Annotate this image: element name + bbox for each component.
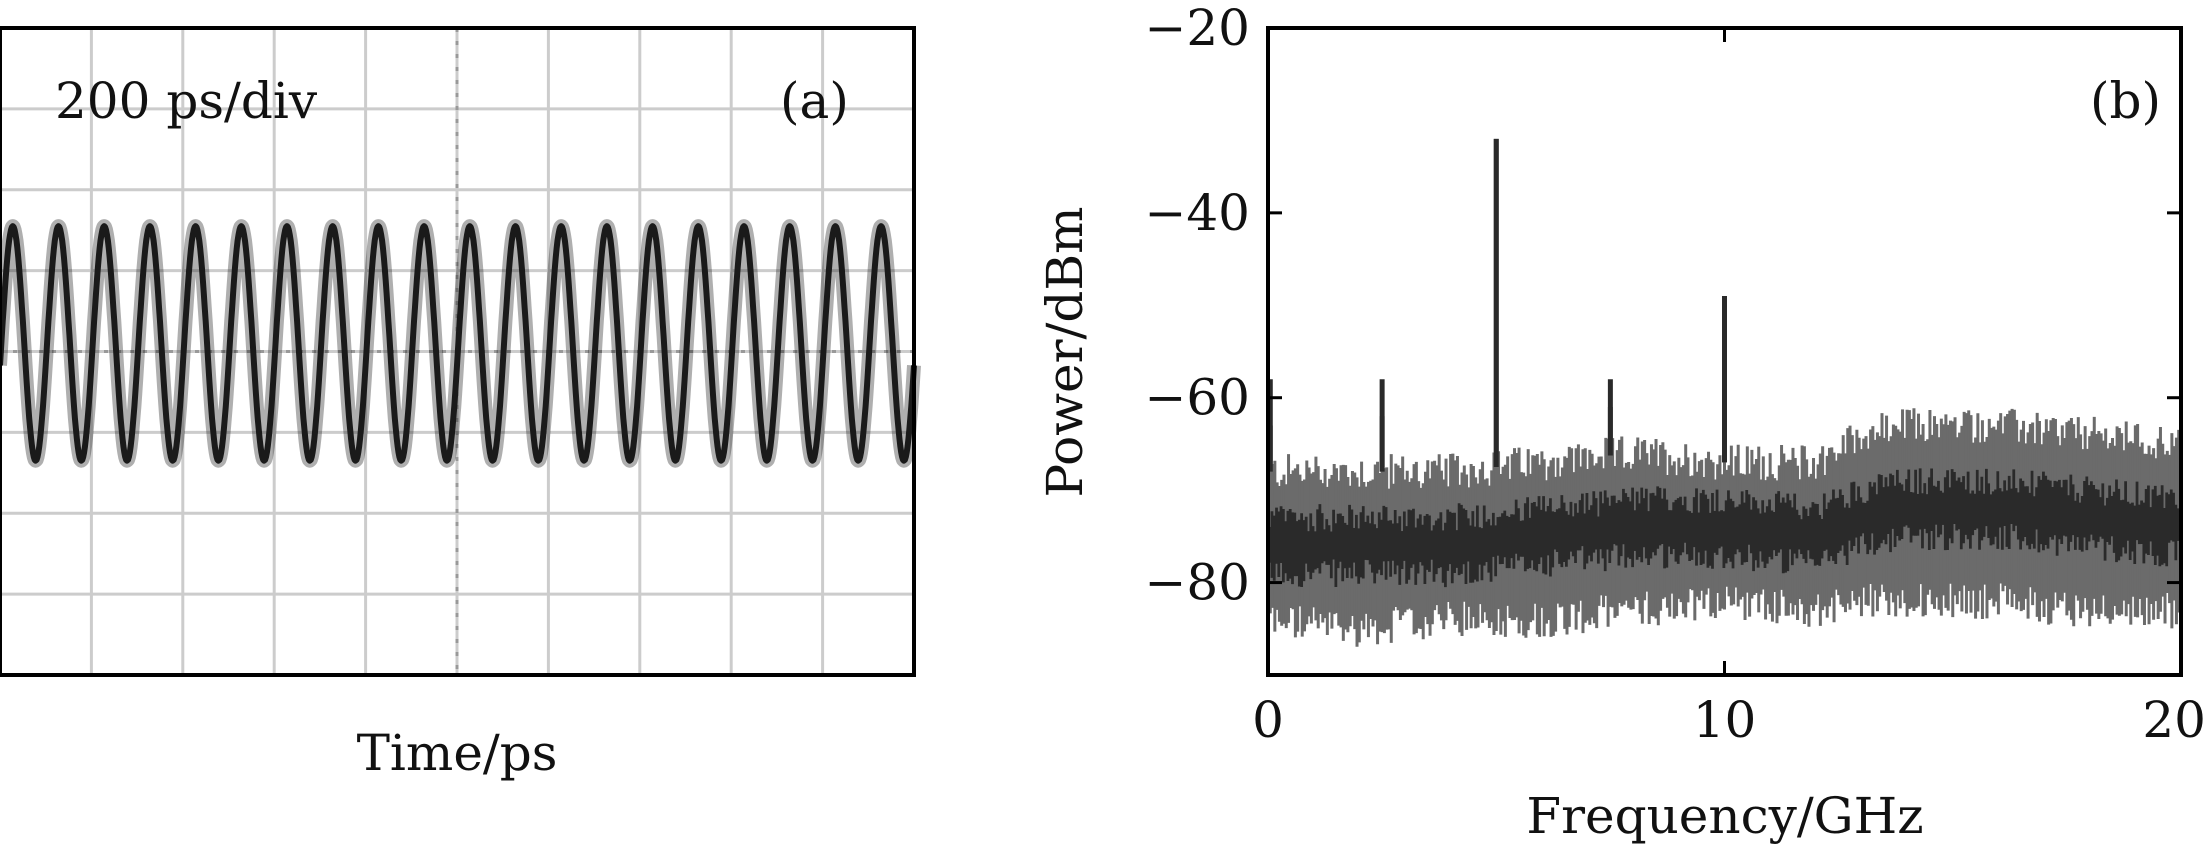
- panel-a-label: (a): [780, 72, 849, 130]
- panel-b-plot-area: [1266, 138, 2183, 647]
- panel-a-annotation: 200 ps/div: [55, 72, 318, 130]
- panel-b-x-tick-label: 0: [1252, 691, 1284, 749]
- panel-b-x-tick-label: 10: [1693, 691, 1757, 749]
- panel-b-spectrum: −20 −40 −60 −80 0 10 20 (b) Frequency/GHz Powe…: [1036, 0, 2206, 845]
- panel-b-y-tick-label: −20: [1144, 0, 1250, 57]
- panel-b-x-axis-label: Frequency/GHz: [1526, 787, 1923, 845]
- panel-b-y-tick-label: −80: [1144, 554, 1250, 612]
- panel-b-y-tick-label: −40: [1144, 184, 1250, 242]
- panel-b-label: (b): [2090, 72, 2161, 130]
- panel-a-x-axis-label: Time/ps: [357, 724, 558, 782]
- panel-b-y-tick-label: −60: [1144, 369, 1250, 427]
- panel-a-waveform-line: [0, 223, 917, 464]
- panel-b-y-axis-label: Power/dBm: [1036, 206, 1094, 497]
- panel-a-oscilloscope: 200 ps/div (a) Time/ps: [0, 26, 921, 782]
- panel-a-waveform: [0, 219, 921, 468]
- panel-b-noise-floor: [1266, 408, 2183, 647]
- panel-b-x-tick-label: 20: [2142, 691, 2206, 749]
- panel-b-ticks: −20 −40 −60 −80 0 10 20: [1144, 0, 2206, 749]
- panel-a-frame: [0, 26, 916, 677]
